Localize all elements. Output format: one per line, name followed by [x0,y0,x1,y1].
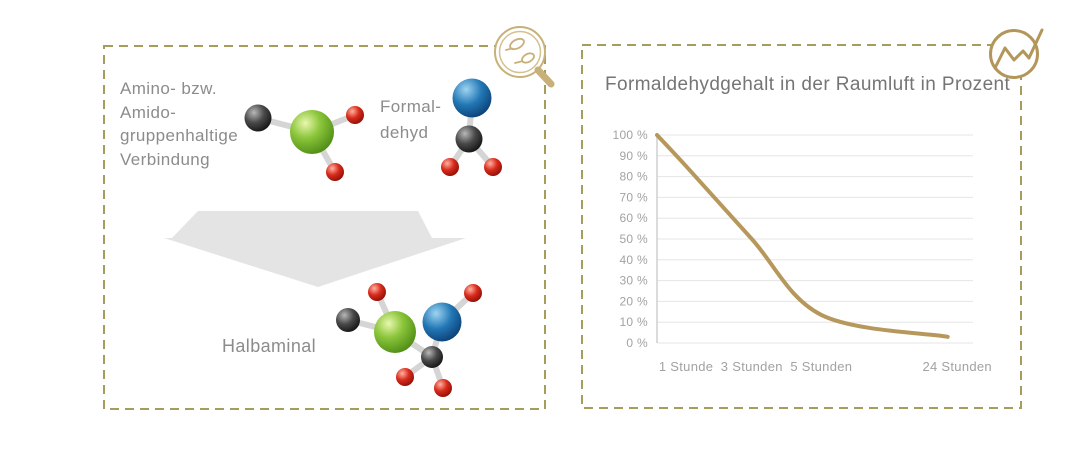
y-tick-label: 90 % [619,149,648,163]
oxygen-atom [368,283,386,301]
carbon-atom [455,125,483,153]
amino-amido-compound-molecule [244,104,364,181]
x-tick-label: 5 Stunden [790,359,852,374]
oxygen-atom [464,284,482,302]
chart-title: Formaldehydgehalt in der Raumluft in Pro… [605,74,1011,95]
y-tick-label: 10 % [619,315,648,329]
y-tick-label: 40 % [619,253,648,267]
carbon-atom [336,308,360,332]
oxygen-atom [484,158,502,176]
y-tick-label: 30 % [619,274,648,288]
x-tick-label: 3 Stunden [721,359,783,374]
carbon-atom [244,104,272,132]
nitrogen-atom [290,110,334,154]
chart-panel: Formaldehydgehalt in der Raumluft in Pro… [581,44,1022,409]
y-tick-label: 60 % [619,211,648,225]
reaction-scene [164,78,502,397]
carbon-atom [421,346,443,368]
y-tick-label: 20 % [619,294,648,308]
oxygen-atom [441,158,459,176]
oxygen-atom [396,368,414,386]
y-tick-label: 100 % [612,128,648,142]
nitrogen-atom [374,311,416,353]
down-arrow [164,211,466,287]
x-tick-label: 1 Stunde [659,359,713,374]
y-tick-label: 0 % [626,336,648,350]
x-tick-label: 24 Stunden [922,359,992,374]
chart-line [655,133,950,339]
halbaminal-molecule [336,283,482,397]
blue-atom [422,302,462,342]
magnifier-molecules-icon [494,26,555,88]
y-tick-label: 80 % [619,170,648,184]
oxygen-atom [326,163,344,181]
formaldehyde-label: Formal- dehyd [380,97,442,142]
formaldehyde-chart: 0 % 10 % 20 % 30 % 40 % 50 % 60 % 70 % 80 % 90 % 1… [612,128,992,374]
y-tick-label: 50 % [619,232,648,246]
compound-label: Amino- bzw. Amido- gruppenhaltige Verbin… [120,79,239,169]
oxygen-atom [346,106,364,124]
oxygen-atom [434,379,452,397]
reaction-panel: Amino- bzw. Amido- gruppenhaltige Verbin… [103,45,546,410]
line-chart-icon [989,28,1044,79]
formaldehyde-molecule [441,78,502,176]
product-label: Halbaminal [222,336,317,356]
blue-atom [452,78,492,118]
y-tick-label: 70 % [619,190,648,204]
